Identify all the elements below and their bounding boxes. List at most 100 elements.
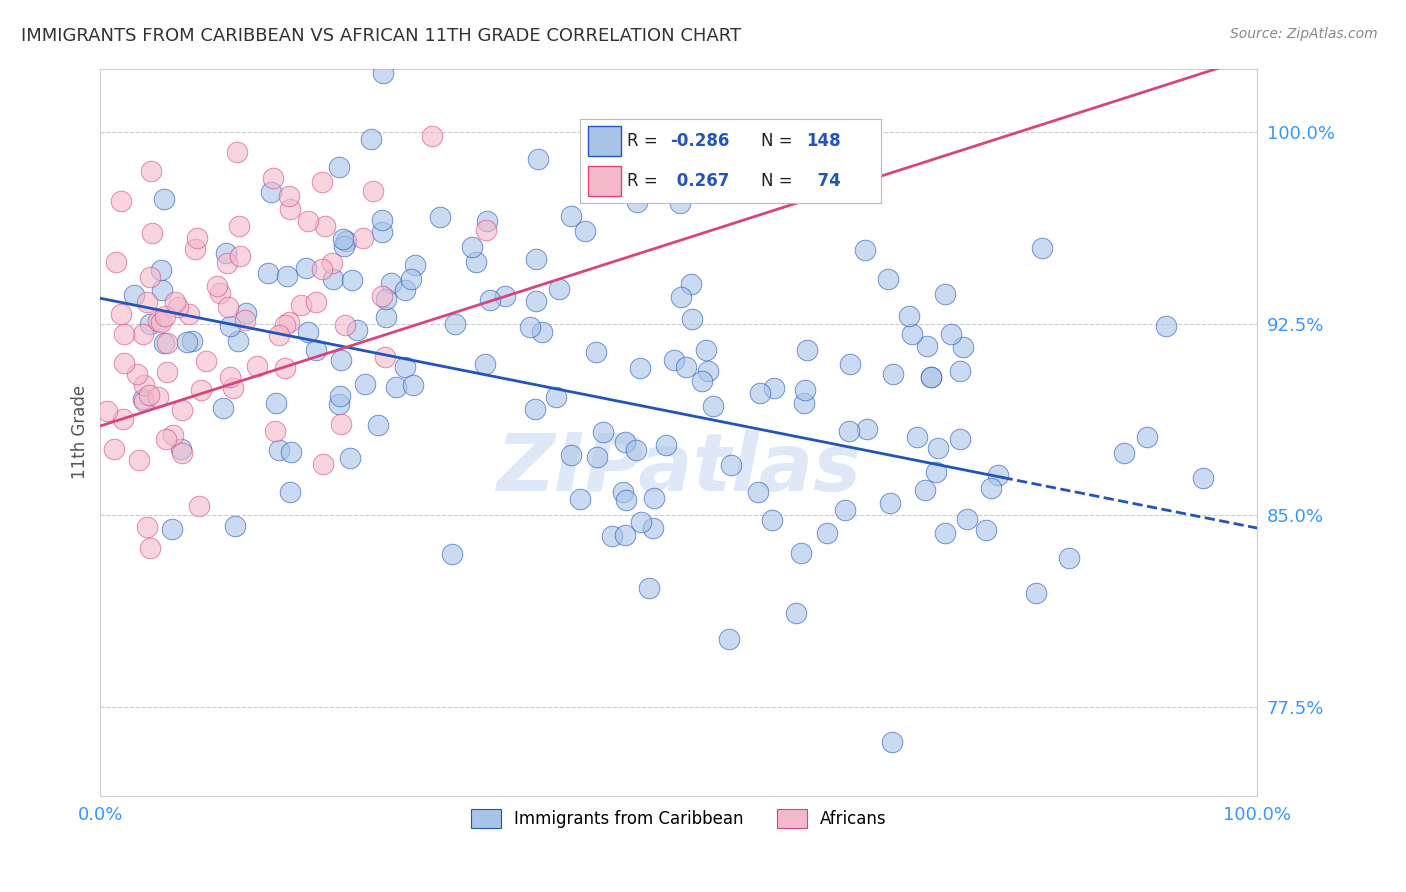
Point <box>834 502 856 516</box>
Point <box>211 401 233 416</box>
Point <box>675 360 697 375</box>
Point <box>980 481 1002 495</box>
Point <box>785 607 807 621</box>
Point <box>139 164 162 178</box>
Point <box>155 432 177 446</box>
Point <box>260 186 283 200</box>
Point <box>329 388 352 402</box>
Point <box>394 359 416 374</box>
Point <box>269 442 291 457</box>
Text: ZIPatlas: ZIPatlas <box>496 430 862 508</box>
Point <box>328 397 350 411</box>
Point <box>172 446 194 460</box>
Point <box>96 404 118 418</box>
Point <box>527 152 550 166</box>
Point <box>330 417 353 431</box>
Point <box>103 442 125 456</box>
Point <box>167 300 190 314</box>
Point <box>267 327 290 342</box>
Point <box>901 326 924 341</box>
Point <box>139 270 162 285</box>
Point <box>429 211 451 225</box>
Point <box>314 219 336 233</box>
Point <box>146 314 169 328</box>
Point <box>530 325 553 339</box>
Point <box>600 529 623 543</box>
Point <box>1136 430 1159 444</box>
Point <box>305 295 328 310</box>
Point <box>440 547 463 561</box>
Point <box>297 214 319 228</box>
Point <box>523 401 546 416</box>
Point <box>262 171 284 186</box>
Point <box>138 387 160 401</box>
Point <box>160 523 183 537</box>
Point <box>524 252 547 266</box>
Point <box>132 378 155 392</box>
Point <box>333 318 356 333</box>
Point <box>418 22 440 37</box>
Point <box>420 128 443 143</box>
Point <box>311 175 333 189</box>
Point <box>162 428 184 442</box>
Point <box>264 396 287 410</box>
Point <box>367 418 389 433</box>
Point <box>276 269 298 284</box>
Point <box>643 491 665 506</box>
Point <box>920 370 942 384</box>
Point <box>585 450 607 464</box>
Point <box>394 283 416 297</box>
Point <box>219 319 242 334</box>
Point <box>228 219 250 233</box>
Point <box>477 214 499 228</box>
Legend: Immigrants from Caribbean, Africans: Immigrants from Caribbean, Africans <box>464 803 893 835</box>
Point <box>882 735 904 749</box>
Point <box>560 209 582 223</box>
Point <box>375 292 398 306</box>
Point <box>215 245 238 260</box>
Point <box>624 443 647 458</box>
Point <box>354 377 377 392</box>
Point <box>444 317 467 331</box>
Point <box>150 315 173 329</box>
Point <box>153 335 176 350</box>
Point <box>793 396 815 410</box>
Point <box>404 259 426 273</box>
Point <box>630 515 652 529</box>
Point <box>371 288 394 302</box>
Point <box>280 445 302 459</box>
Point <box>311 261 333 276</box>
Point <box>263 425 285 439</box>
Point <box>519 320 541 334</box>
Point <box>374 310 396 324</box>
Point <box>838 357 860 371</box>
Point <box>702 400 724 414</box>
Point <box>569 491 592 506</box>
Point <box>662 352 685 367</box>
Point <box>371 213 394 227</box>
Point <box>132 392 155 406</box>
Point <box>655 438 678 452</box>
Point <box>952 340 974 354</box>
Point <box>1025 586 1047 600</box>
Point <box>371 225 394 239</box>
Point <box>112 326 135 341</box>
Point <box>150 284 173 298</box>
Point <box>335 234 357 248</box>
Point <box>905 430 928 444</box>
Point <box>339 451 361 466</box>
Point <box>927 441 949 455</box>
Point <box>717 632 740 647</box>
Point <box>148 390 170 404</box>
Point <box>853 243 876 257</box>
Point <box>156 365 179 379</box>
Point <box>224 519 246 533</box>
Point <box>882 368 904 382</box>
Point <box>332 232 354 246</box>
Point <box>720 458 742 473</box>
Point <box>401 272 423 286</box>
Point <box>925 465 948 479</box>
Point <box>560 448 582 462</box>
Point <box>692 374 714 388</box>
Point <box>956 512 979 526</box>
